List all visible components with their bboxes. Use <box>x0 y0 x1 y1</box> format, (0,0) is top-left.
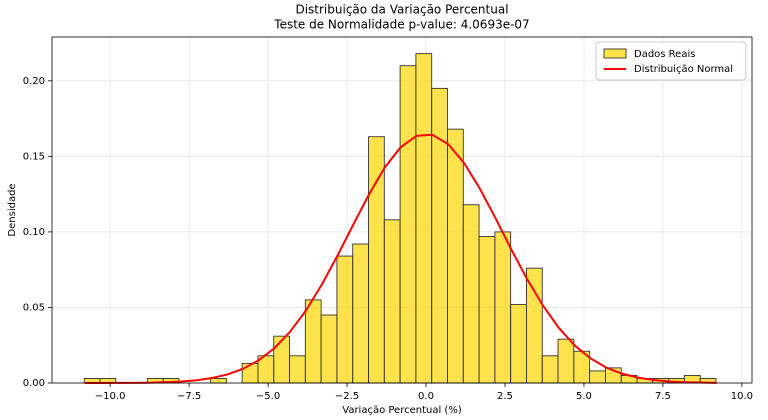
x-axis-label: Variação Percentual (%) <box>342 405 462 416</box>
bar <box>415 53 433 384</box>
y-axis-label: Densidade <box>7 183 18 236</box>
bar <box>462 204 480 384</box>
bar <box>557 338 575 384</box>
bar <box>447 128 464 384</box>
bar <box>383 219 401 384</box>
x-tick-label: 2.5 <box>497 391 513 402</box>
x-tick-label: 10.0 <box>731 391 753 402</box>
bar <box>541 355 559 384</box>
bar <box>304 299 322 384</box>
legend-label: Dados Reais <box>634 49 695 60</box>
bar <box>431 87 448 384</box>
x-tick-label: −5.0 <box>256 391 280 402</box>
legend-swatch <box>603 48 627 59</box>
bar <box>526 267 543 384</box>
bar <box>352 243 369 384</box>
bar <box>320 314 338 384</box>
y-tick-label: 0.10 <box>23 227 45 238</box>
x-tick-label: −2.5 <box>335 391 359 402</box>
x-tick-label: −7.5 <box>177 391 201 402</box>
legend-frame <box>595 41 747 81</box>
x-tick-label: 5.0 <box>576 391 592 402</box>
bar <box>510 303 527 384</box>
bar <box>289 355 306 384</box>
plot-frame <box>51 36 753 384</box>
bar <box>478 235 496 384</box>
bar <box>241 362 259 384</box>
chart-subtitle: Teste de Normalidade p-value: 4.0693e-07 <box>273 18 529 32</box>
bar <box>273 335 290 384</box>
legend-label: Distribuição Normal <box>634 64 733 75</box>
x-tick-label: 7.5 <box>655 391 671 402</box>
legend: Dados Reais Distribuição Normal <box>595 41 747 81</box>
bar <box>399 65 417 384</box>
x-tick-label: 0.0 <box>418 391 434 402</box>
y-tick-label: 0.20 <box>23 76 45 87</box>
bar <box>336 255 354 384</box>
x-tick-label: −10.0 <box>95 391 126 402</box>
bar <box>494 231 512 384</box>
y-tick-label: 0.05 <box>23 302 45 313</box>
chart-title: Distribuição da Variação Percentual <box>295 3 508 17</box>
y-tick-label: 0.00 <box>23 378 45 389</box>
bar <box>589 370 606 384</box>
normal-curve <box>84 133 717 384</box>
y-tick-label: 0.15 <box>23 151 45 162</box>
bar <box>210 378 227 384</box>
